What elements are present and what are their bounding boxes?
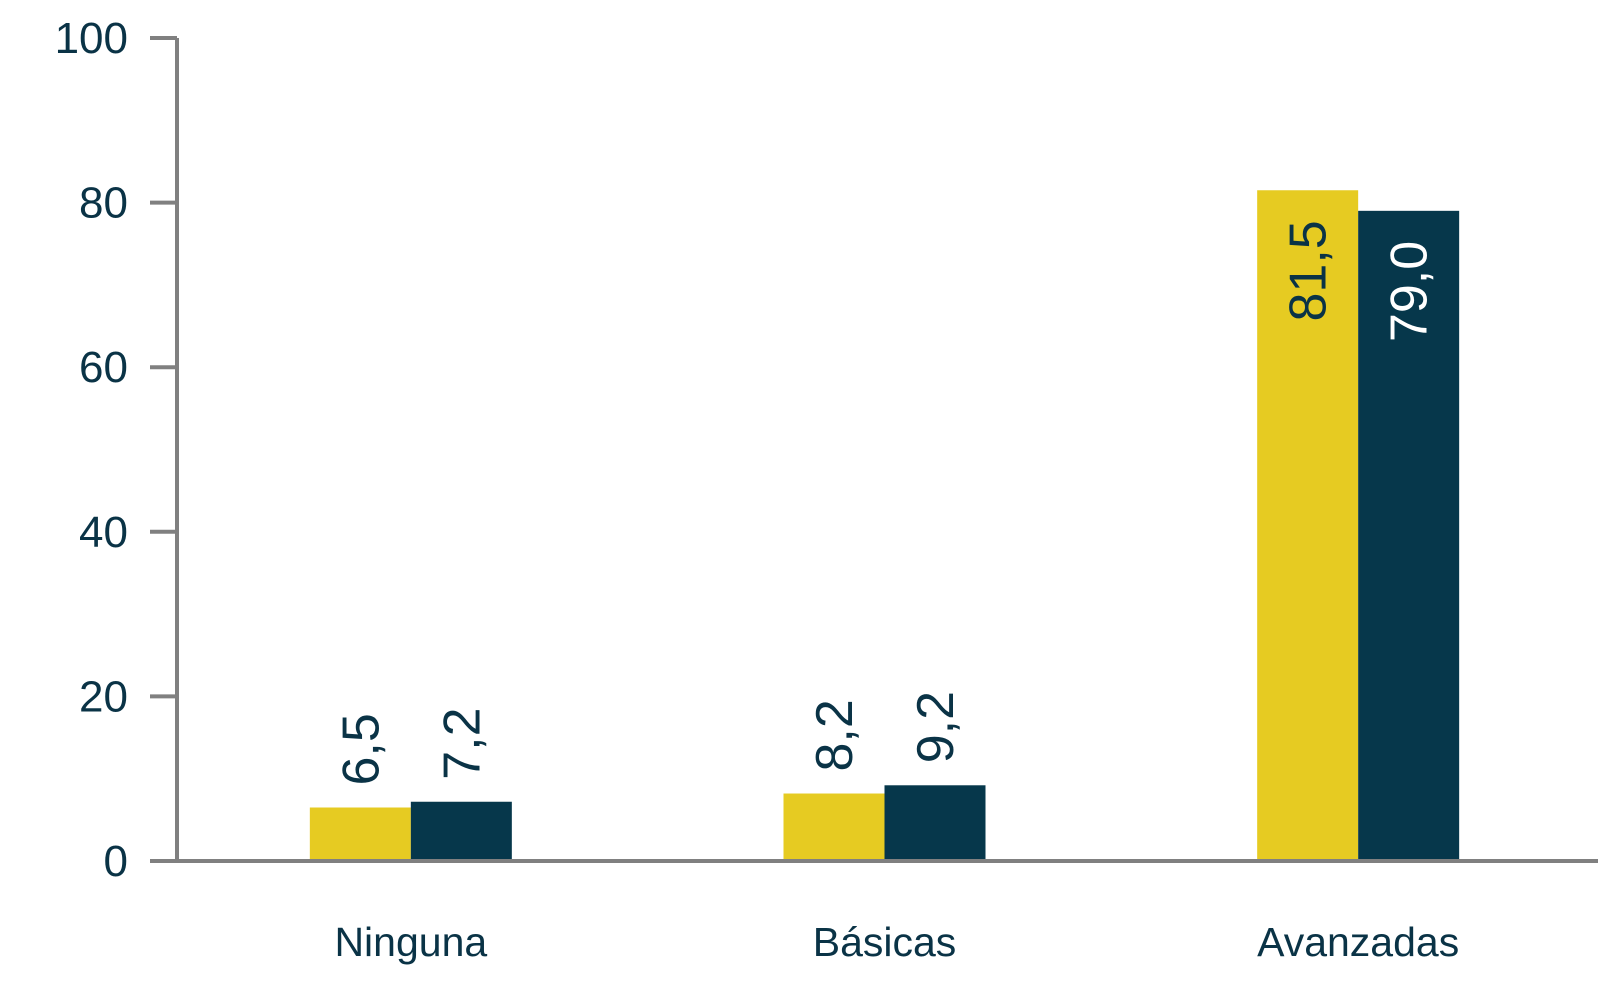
bar-value-label: 81,5 [1280, 220, 1338, 321]
bar-b-sicas-series-1 [783, 793, 885, 861]
x-axis-labels: Ninguna Básicas Avanzadas [334, 919, 1459, 965]
bar-avanzadas-series-2 [1358, 210, 1460, 861]
y-tick-label: 80 [79, 179, 128, 228]
bar-value-label: 79,0 [1381, 241, 1439, 342]
bar-value-label: 8,2 [806, 699, 864, 771]
y-tick-label: 40 [79, 508, 128, 557]
bars [309, 190, 1460, 861]
x-category-label: Avanzadas [1257, 919, 1459, 965]
bar-avanzadas-series-1 [1257, 190, 1359, 861]
y-tick-label: 100 [55, 14, 128, 63]
bar-b-sicas-series-2 [884, 785, 986, 861]
bar-value-label: 6,5 [332, 713, 390, 785]
y-tick-label: 60 [79, 343, 128, 392]
value-labels: 6,5 7,2 8,2 9,2 81,5 79,0 [332, 220, 1438, 785]
bar-ninguna-series-1 [309, 807, 411, 861]
x-category-label: Ninguna [334, 919, 487, 965]
y-axis-ticks: 0 20 40 60 80 100 [55, 14, 177, 886]
bar-ninguna-series-2 [410, 801, 512, 861]
bar-value-label: 7,2 [433, 707, 491, 779]
y-tick-label: 0 [104, 837, 128, 886]
x-category-label: Básicas [813, 919, 957, 965]
bar-value-label: 9,2 [907, 691, 965, 763]
y-tick-label: 20 [79, 672, 128, 721]
